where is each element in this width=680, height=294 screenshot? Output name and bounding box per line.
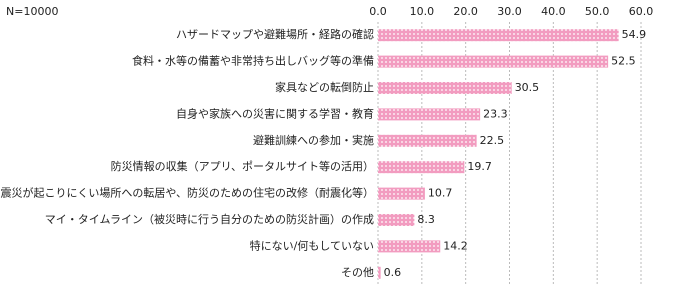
bar [378, 266, 381, 279]
value-label: 22.5 [480, 134, 505, 147]
category-label: 震災が起こりにくい場所への転居や、防災のための住宅の改修（耐震化等） [1, 186, 374, 200]
value-label: 30.5 [515, 81, 540, 94]
category-label: ハザードマップや避難場所・経路の確認 [176, 27, 374, 41]
bar [378, 161, 465, 174]
value-label: 23.3 [483, 107, 508, 120]
category-label: 特にない/何もしていない [250, 238, 374, 252]
value-label: 19.7 [467, 160, 492, 173]
bar [378, 187, 425, 200]
bar [378, 55, 609, 68]
bar [378, 29, 619, 42]
x-tick-label: 40.0 [541, 5, 566, 18]
bar [378, 240, 441, 253]
category-label: 防災情報の収集（アプリ、ポータルサイト等の活用） [111, 159, 374, 173]
value-label: 54.9 [622, 28, 647, 41]
x-tick-label: 20.0 [453, 5, 478, 18]
x-tick-label: 30.0 [497, 5, 522, 18]
category-label: その他 [341, 266, 374, 279]
category-label: 食料・水等の備蓄や非常持ち出しバッグ等の準備 [132, 54, 374, 68]
bar [378, 108, 481, 121]
category-label: 自身や家族への災害に関する学習・教育 [176, 106, 374, 120]
category-label: 家具などの転倒防止 [275, 80, 374, 94]
sample-size: N=10000 [6, 5, 58, 18]
value-label: 10.7 [428, 187, 453, 200]
value-label: 14.2 [443, 239, 468, 252]
value-label: 0.6 [384, 266, 402, 279]
x-tick-label: 0.0 [369, 5, 387, 18]
value-label: 8.3 [417, 213, 435, 226]
x-tick-label: 60.0 [629, 5, 654, 18]
category-label: 避難訓練への参加・実施 [253, 133, 374, 147]
x-tick-label: 10.0 [410, 5, 435, 18]
x-tick-label: 50.0 [585, 5, 610, 18]
value-label: 52.5 [611, 55, 636, 68]
bar [378, 214, 415, 226]
bar [378, 82, 512, 94]
bar [378, 134, 477, 147]
category-label: マイ・タイムライン（被災時に行う自分のための防災計画）の作成 [45, 212, 374, 226]
